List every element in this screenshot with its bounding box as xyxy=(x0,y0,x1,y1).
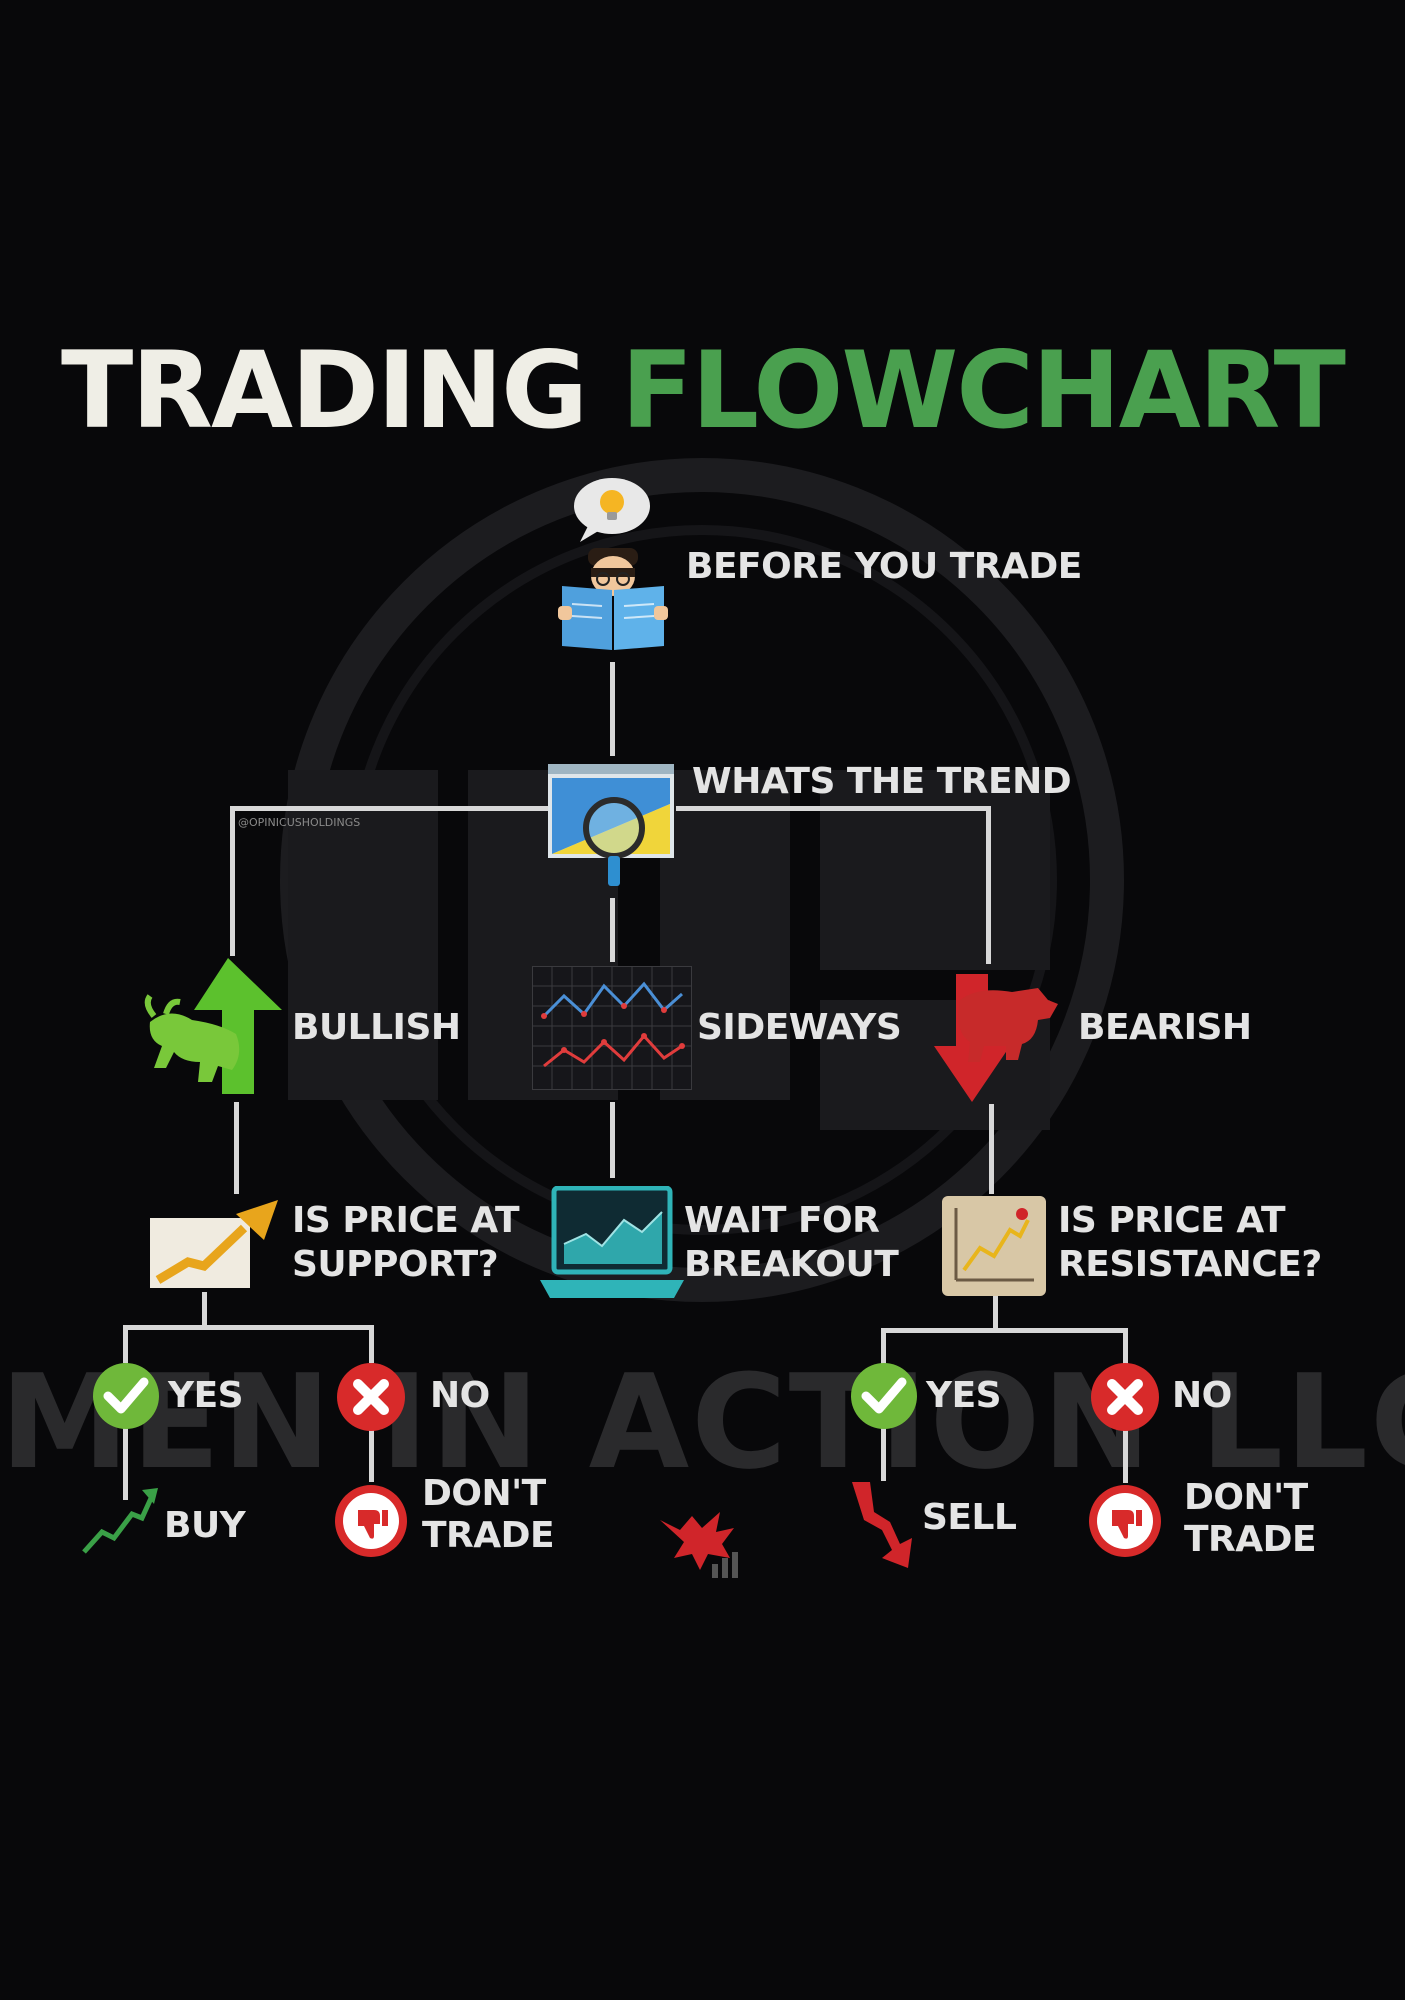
connector xyxy=(234,1102,239,1194)
label-dont-trade-left-2: TRADE xyxy=(422,1515,555,1556)
connector xyxy=(123,1424,128,1500)
downtrend-arrow-icon xyxy=(852,1482,912,1568)
bear-icon xyxy=(934,974,1058,1102)
connector xyxy=(369,1424,374,1482)
resistance-chart-icon xyxy=(942,1196,1046,1296)
watermark-text: MEN IN ACTION LLC xyxy=(0,1346,1405,1498)
connector xyxy=(123,1325,374,1330)
node-sideways: SIDEWAYS xyxy=(697,1007,902,1048)
handle-watermark: @OPINICUSHOLDINGS xyxy=(238,816,361,829)
connector xyxy=(881,1425,886,1481)
node-support-line1: IS PRICE AT xyxy=(292,1200,520,1241)
uptrend-arrow-icon xyxy=(82,1488,158,1554)
sideways-chart-icon xyxy=(532,966,692,1090)
connector xyxy=(610,662,615,756)
thumbs-down-icon xyxy=(1089,1485,1161,1557)
label-dont-trade-right-1: DON'T xyxy=(1184,1477,1308,1518)
support-chart-icon xyxy=(150,1200,278,1288)
connector xyxy=(993,1296,998,1331)
connector xyxy=(881,1328,886,1364)
thumbs-down-icon xyxy=(335,1485,407,1557)
node-breakout-line2: BREAKOUT xyxy=(684,1244,899,1285)
connector xyxy=(369,1325,374,1363)
label-dont-trade-left-1: DON'T xyxy=(422,1473,546,1514)
reader-icon xyxy=(558,548,668,650)
connector xyxy=(1123,1328,1128,1364)
label-yes-left: YES xyxy=(168,1375,244,1416)
node-resistance-line1: IS PRICE AT xyxy=(1058,1200,1286,1241)
connector xyxy=(610,898,615,962)
node-bullish: BULLISH xyxy=(292,1007,461,1048)
label-dont-trade-right-2: TRADE xyxy=(1184,1519,1317,1560)
title-part-white: TRADING xyxy=(61,329,588,452)
check-icon xyxy=(93,1363,159,1429)
label-no-right: NO xyxy=(1172,1375,1232,1416)
lightbulb-icon xyxy=(574,478,650,542)
node-support-line2: SUPPORT? xyxy=(292,1244,499,1285)
connector xyxy=(881,1328,1128,1333)
connector xyxy=(989,1104,994,1194)
cross-icon xyxy=(1091,1363,1159,1431)
label-sell: SELL xyxy=(922,1497,1017,1538)
check-icon xyxy=(851,1363,917,1429)
node-resistance-line2: RESISTANCE? xyxy=(1058,1244,1322,1285)
label-yes-right: YES xyxy=(926,1375,1002,1416)
cross-icon xyxy=(337,1363,405,1431)
title-part-green: FLOWCHART xyxy=(621,329,1346,452)
connector xyxy=(1123,1425,1128,1483)
page-title: TRADING FLOWCHART xyxy=(0,338,1405,444)
bull-icon xyxy=(144,958,282,1094)
node-bearish: BEARISH xyxy=(1078,1007,1252,1048)
connector xyxy=(230,806,550,811)
dragon-logo-icon xyxy=(660,1512,738,1578)
label-buy: BUY xyxy=(164,1505,246,1546)
connector xyxy=(986,806,991,964)
connector xyxy=(610,1102,615,1178)
laptop-chart-icon xyxy=(540,1186,684,1298)
node-whats-the-trend: WHATS THE TREND xyxy=(692,761,1072,802)
connector xyxy=(676,806,991,811)
connector xyxy=(123,1325,128,1363)
connector xyxy=(202,1292,207,1328)
label-no-left: NO xyxy=(430,1375,490,1416)
node-before-you-trade: BEFORE YOU TRADE xyxy=(686,546,1082,587)
connector xyxy=(230,806,235,956)
magnifier-icon xyxy=(583,797,645,886)
node-breakout-line1: WAIT FOR xyxy=(684,1200,880,1241)
